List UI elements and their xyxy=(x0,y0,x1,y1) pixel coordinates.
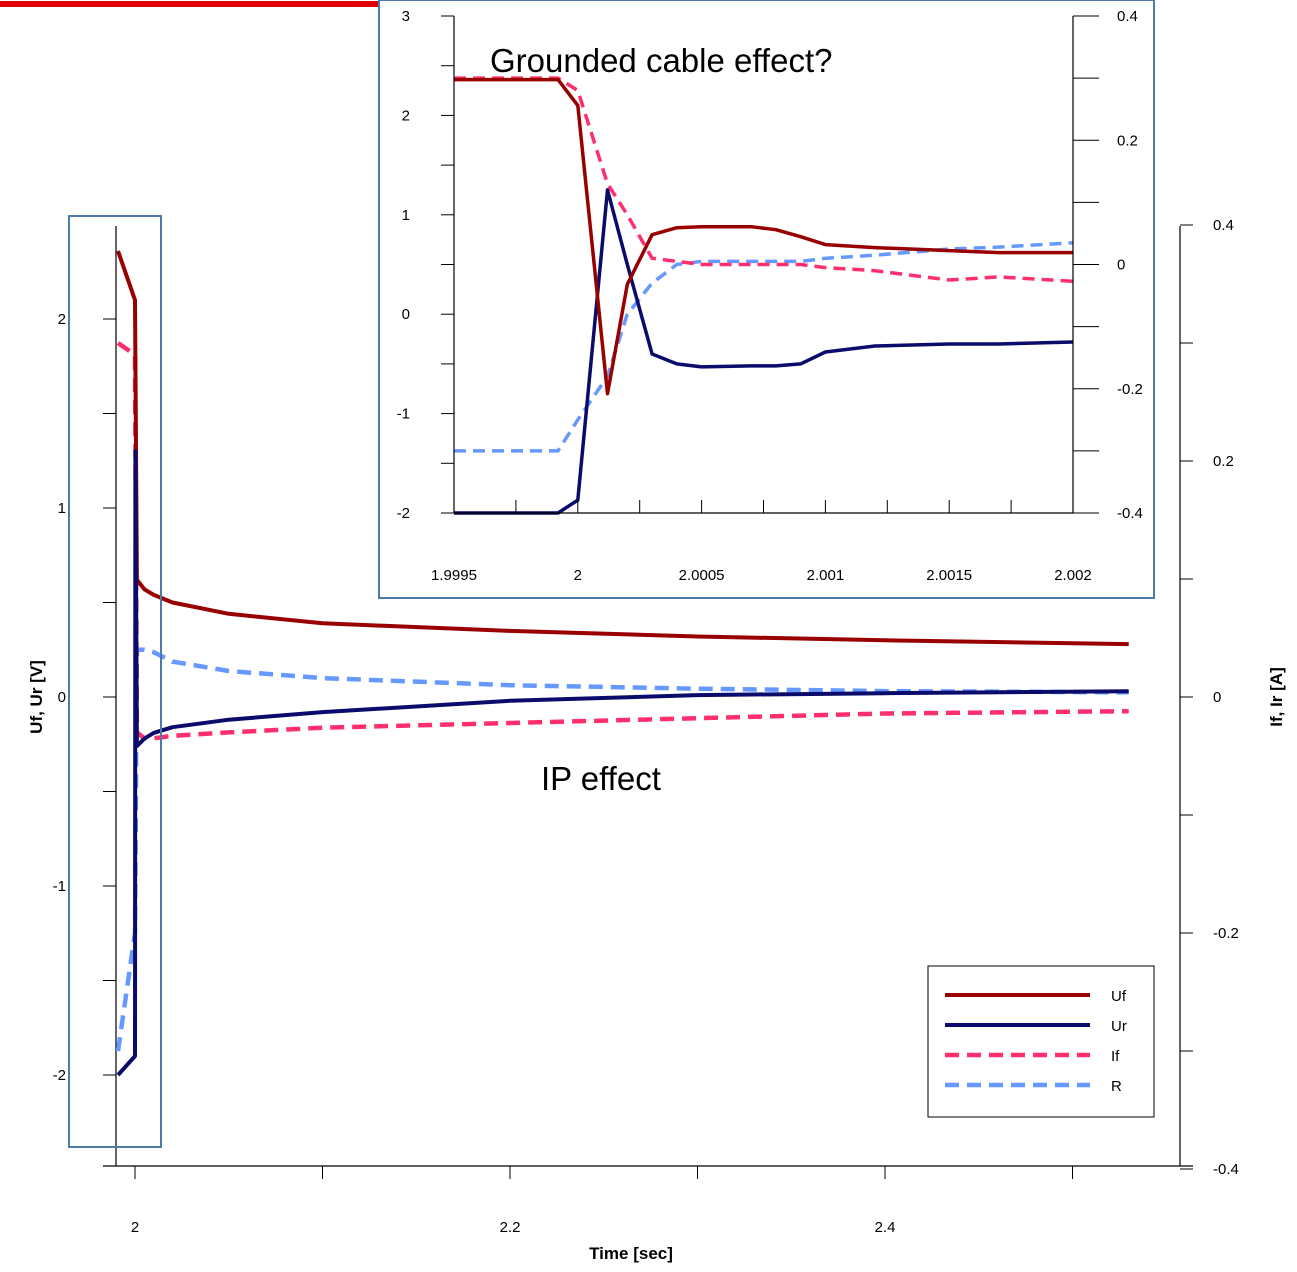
inset-y2-tick-label: -0.2 xyxy=(1117,381,1143,398)
inset-y2-tick-label: 0.4 xyxy=(1117,8,1138,25)
y2-axis-label: If, Ir [A] xyxy=(1267,667,1286,727)
y-tick-label: -2 xyxy=(53,1067,66,1084)
y-tick-label: -1 xyxy=(53,878,66,895)
x-tick-label: 2.2 xyxy=(500,1219,521,1236)
inset-y-tick-label: 1 xyxy=(402,207,410,224)
y-tick-label: 0 xyxy=(58,689,66,706)
inset-y2-tick-label: 0.2 xyxy=(1117,132,1138,149)
y2-tick-label: -0.2 xyxy=(1213,925,1239,942)
x-axis-label: Time [sec] xyxy=(589,1244,673,1263)
inset-x-tick-label: 2.001 xyxy=(807,567,845,584)
y2-tick-label: 0 xyxy=(1213,689,1221,706)
y2-tick-label: 0.2 xyxy=(1213,453,1234,470)
legend: Uf Ur If R xyxy=(927,965,1155,1118)
y-tick-label: 1 xyxy=(58,500,66,517)
inset-frame xyxy=(378,0,1155,599)
inset-y-tick-label: 0 xyxy=(402,306,410,323)
inset-y-tick-label: 2 xyxy=(402,107,410,124)
inset-series-If xyxy=(454,76,1073,284)
main-series-Ur xyxy=(116,449,1129,1077)
inset-title: Grounded cable effect? xyxy=(490,42,832,79)
x-tick-label: 2.4 xyxy=(875,1219,896,1236)
inset-y-tick-label: -1 xyxy=(397,406,410,423)
ip-effect-annotation: IP effect xyxy=(541,760,661,797)
legend-label-Uf: Uf xyxy=(1111,988,1127,1005)
legend-label-Ur: Ur xyxy=(1111,1018,1127,1035)
inset-chart: -2 -1 0 1 2 3 -0.4 -0.2 0 0.2 0.4 1.9995 2 2.0005 2.00… xyxy=(378,0,1155,599)
inset-y2-tick-label: -0.4 xyxy=(1117,505,1143,522)
inset-x-tick-label: 1.9995 xyxy=(431,567,477,584)
inset-y-tick-label: -2 xyxy=(397,505,410,522)
legend-label-If: If xyxy=(1111,1048,1120,1065)
y-tick-label: 2 xyxy=(58,311,66,328)
y2-tick-label: 0.4 xyxy=(1213,217,1234,234)
y2-tick-label: -0.4 xyxy=(1213,1161,1239,1178)
legend-label-R: R xyxy=(1111,1078,1122,1095)
inset-series-Ur xyxy=(454,188,1073,515)
step-highlight-box xyxy=(68,215,162,1148)
legend-box xyxy=(927,965,1155,1118)
inset-x-tick-label: 2.0005 xyxy=(679,567,725,584)
inset-y-tick-label: 3 xyxy=(402,8,410,25)
x-tick-label: 2 xyxy=(131,1219,139,1236)
inset-x-tick-label: 2.0015 xyxy=(926,567,972,584)
inset-x-tick-label: 2 xyxy=(574,567,582,584)
inset-x-tick-label: 2.002 xyxy=(1054,567,1092,584)
main-chart: -2 -1 0 1 2 -0.4 -0.2 0 0.2 0.4 2 2.2 2.4 Time [sec] U… xyxy=(27,215,1286,1263)
y-axis-label: Uf, Ur [V] xyxy=(27,660,46,734)
inset-series-Uf xyxy=(454,77,1073,396)
inset-y2-tick-label: 0 xyxy=(1117,257,1125,274)
inset-series-group xyxy=(454,76,1073,515)
